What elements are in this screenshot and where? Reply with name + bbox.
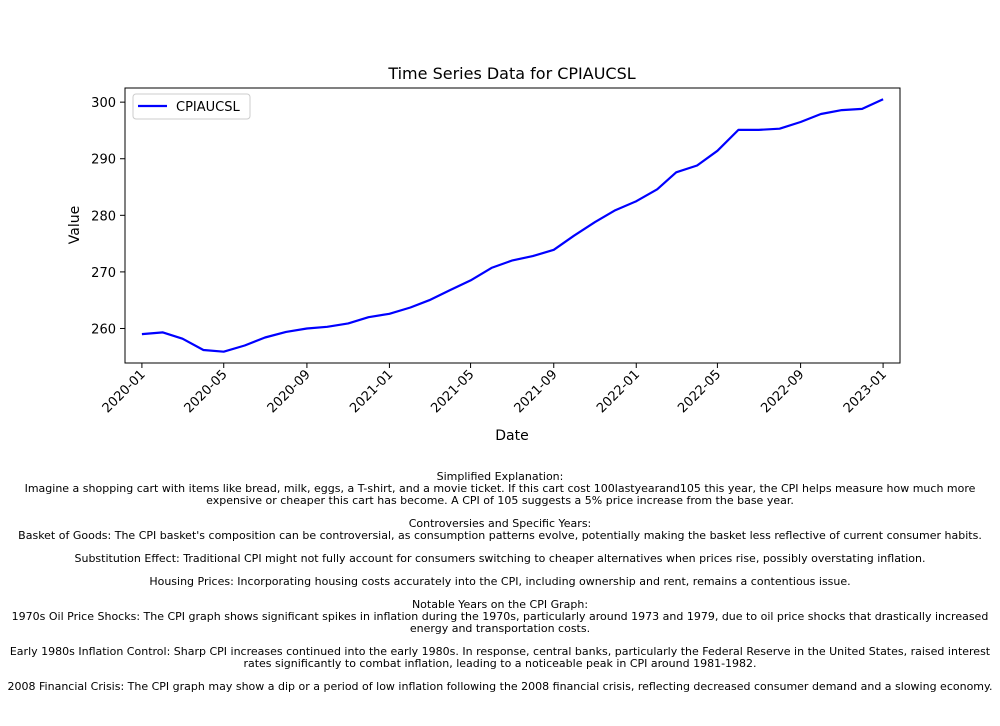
early-1980s-line-1: Early 1980s Inflation Control: Sharp CPI… (9, 645, 991, 658)
x-tick-label: 2022-05 (675, 367, 724, 416)
notable-years-section: Notable Years on the CPI Graph: 1970s Oi… (0, 599, 1000, 635)
x-tick-label: 2022-09 (758, 367, 807, 416)
controversies-heading: Controversies and Specific Years: (408, 517, 592, 530)
x-tick-label: 2022-01 (594, 367, 643, 416)
explanation-line-2: expensive or cheaper this cart has becom… (206, 494, 794, 507)
x-axis-ticks: 2020-01 2020-05 2020-09 2021-01 2021-05 2021-… (100, 363, 890, 416)
y-tick-label: 260 (91, 322, 116, 337)
x-axis-label: Date (495, 428, 528, 444)
legend: CPIAUCSL (132, 93, 251, 120)
early-1980s-note: Early 1980s Inflation Control: Sharp CPI… (0, 646, 1000, 670)
legend-box (132, 93, 251, 120)
x-tick-label: 2020-05 (182, 367, 231, 416)
x-tick-label: 2023-01 (841, 367, 890, 416)
y-tick-label: 280 (91, 209, 116, 224)
housing-note: Housing Prices: Incorporating housing co… (149, 575, 851, 588)
substitution-note: Substitution Effect: Traditional CPI mig… (74, 552, 926, 565)
explanation-notes: Simplified Explanation: Imagine a shoppi… (0, 471, 1000, 704)
simplified-explanation-section: Simplified Explanation: Imagine a shoppi… (0, 471, 1000, 507)
x-tick-label: 2021-05 (428, 367, 477, 416)
x-tick-label: 2020-09 (265, 367, 314, 416)
legend-label: CPIAUCSL (176, 100, 240, 115)
y-tick-label: 300 (91, 96, 116, 111)
notable-heading: Notable Years on the CPI Graph: (411, 598, 589, 611)
y-axis-ticks: 260 270 280 290 300 (91, 96, 125, 337)
y-tick-label: 290 (91, 153, 116, 168)
basket-note: Basket of Goods: The CPI basket's compos… (18, 529, 982, 542)
controversies-section: Controversies and Specific Years: Basket… (0, 518, 1000, 542)
y-axis-label: Value (67, 206, 83, 244)
cpi-line-chart: Time Series Data for CPIAUCSL 2020-01 202… (67, 64, 901, 444)
y-tick-label: 270 (91, 266, 116, 281)
series-line-cpiaucsl (141, 98, 884, 353)
x-tick-label: 2021-09 (512, 367, 561, 416)
plot-area-frame (124, 87, 901, 364)
oil-shock-line-1: 1970s Oil Price Shocks: The CPI graph sh… (11, 610, 989, 623)
oil-shock-line-2: energy and transportation costs. (409, 622, 591, 635)
early-1980s-line-2: rates significantly to combat inflation,… (243, 657, 757, 670)
simplified-heading: Simplified Explanation: (436, 470, 564, 483)
x-tick-label: 2020-01 (100, 367, 149, 416)
financial-crisis-note: 2008 Financial Crisis: The CPI graph may… (7, 680, 993, 693)
x-tick-label: 2021-01 (347, 367, 396, 416)
explanation-line-1: Imagine a shopping cart with items like … (24, 482, 976, 495)
chart-title: Time Series Data for CPIAUCSL (387, 64, 635, 83)
